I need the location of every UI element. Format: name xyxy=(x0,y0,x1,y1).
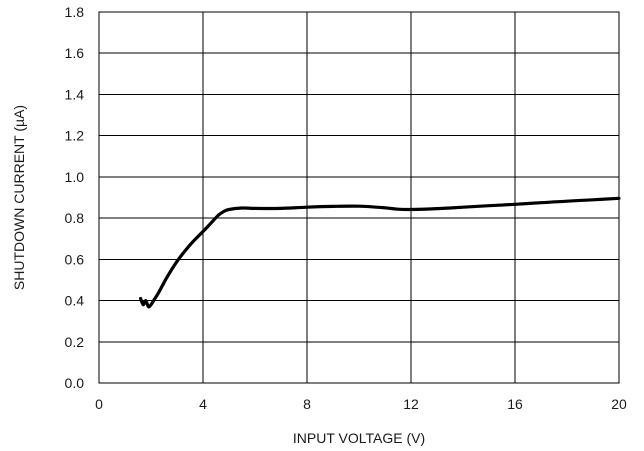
x-tick-label: 8 xyxy=(303,396,311,412)
y-tick-labels: 0.0 0.2 0.4 0.6 0.8 1.0 1.2 1.4 1.6 1.8 xyxy=(65,4,85,391)
x-tick-labels: 0 4 8 12 16 20 xyxy=(95,396,627,412)
y-tick-label: 0.2 xyxy=(65,334,85,350)
y-tick-label: 1.8 xyxy=(65,4,85,20)
x-tick-label: 16 xyxy=(507,396,523,412)
y-tick-label: 1.4 xyxy=(65,86,85,102)
y-axis-label: SHUTDOWN CURRENT (µA) xyxy=(11,105,27,290)
x-tick-label: 0 xyxy=(95,396,103,412)
y-tick-label: 0.8 xyxy=(65,210,85,226)
y-tick-label: 1.0 xyxy=(65,169,85,185)
grid xyxy=(98,11,620,384)
y-tick-label: 0.0 xyxy=(65,375,85,391)
x-tick-label: 20 xyxy=(611,396,627,412)
y-tick-label: 1.6 xyxy=(65,45,85,61)
y-tick-label: 0.6 xyxy=(65,251,85,267)
y-tick-label: 1.2 xyxy=(65,128,85,144)
series-layer xyxy=(139,196,621,309)
y-tick-label: 0.4 xyxy=(65,293,85,309)
x-tick-label: 12 xyxy=(403,396,419,412)
x-axis-label: INPUT VOLTAGE (V) xyxy=(293,430,425,446)
x-tick-label: 4 xyxy=(199,396,207,412)
series-line xyxy=(139,196,621,309)
plot-frame xyxy=(98,11,620,384)
